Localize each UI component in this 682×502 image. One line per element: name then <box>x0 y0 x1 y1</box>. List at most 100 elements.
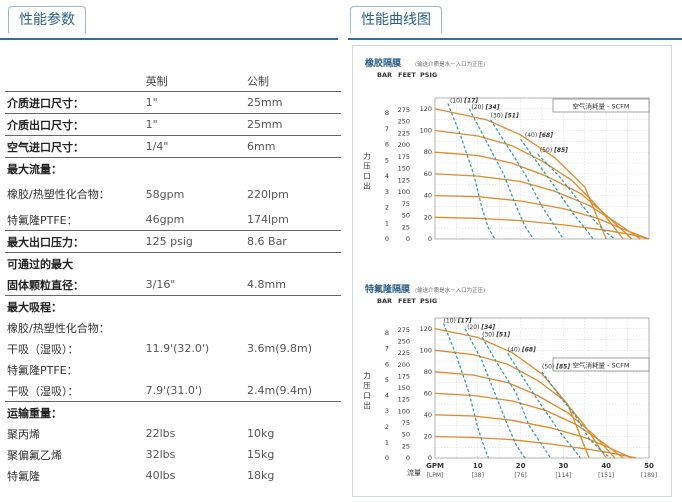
ptfe-air-label-nm3: [68] <box>521 346 536 353</box>
spec-label: 特氟隆PTFE： <box>5 209 144 231</box>
ptfe-bar-tick: 7 <box>385 345 389 353</box>
rubber-psig-tick: 40 <box>424 192 432 200</box>
spec-imperial-value <box>144 296 245 318</box>
spec-table: 英制 公制 介质进口尺寸： 1" 25mm 介质出口尺寸： 1" 25mm 空气进口尺寸： 1/4… <box>5 70 341 486</box>
spec-imperial-value: 32lbs <box>145 448 176 461</box>
spec-metric-value <box>245 253 341 275</box>
ptfe-feet-tick: 100 <box>398 407 410 415</box>
ptfe-ylabel-char: 口 <box>363 391 371 400</box>
rubber-bar-tick: 6 <box>385 141 389 149</box>
rubber-bar-tick: 5 <box>385 156 389 164</box>
ptfe-ylabel-char: 力 <box>363 370 371 380</box>
ptfe-air-label: (30) [51] <box>482 331 510 338</box>
ptfe-lpm-tick: [151] <box>598 472 614 479</box>
ptfe-feet-tick: 150 <box>398 384 410 392</box>
ptfe-ylabel-char: 出 <box>363 400 371 410</box>
right-tabbar: 性能曲线图 <box>348 6 682 40</box>
ptfe-pressure-curve <box>434 392 624 459</box>
ptfe-psig-tick: 40 <box>424 411 432 419</box>
ptfe-gpm-tick: 40 <box>601 462 611 470</box>
spec-label: 介质进口尺寸： <box>5 91 144 114</box>
spec-metric-value <box>245 317 341 338</box>
spec-header-row: 英制 公制 <box>5 70 341 92</box>
tab-performance-params[interactable]: 性能参数 <box>8 6 86 37</box>
ptfe-ylabel-char: 压 <box>363 381 371 390</box>
spec-label: 特氟隆PTFE： <box>7 363 78 377</box>
ptfe-gpm-tick: 20 <box>516 462 526 470</box>
rubber-ylabel-char: 压 <box>363 162 371 171</box>
rubber-feet-tick: 150 <box>398 165 410 173</box>
ptfe-feet-tick: 75 <box>402 419 410 427</box>
tab-performance-curves-label: 性能曲线图 <box>361 12 431 28</box>
ptfe-air-label: (20) [34] <box>467 324 495 331</box>
spec-row: 最大出口压力： 125 psig 8.6 Bar <box>5 230 341 253</box>
ptfe-air-label: (50) [85] <box>542 364 570 371</box>
spec-label: 最大流量： <box>7 162 62 176</box>
ptfe-air-label-scfm: (40) <box>508 346 522 353</box>
spec-metric-value: 25mm <box>245 113 341 136</box>
spec-metric-value <box>245 402 341 424</box>
spec-row: 空气进口尺寸： 1/4" 6mm <box>5 135 341 158</box>
ptfe-feet-tick: 175 <box>398 372 410 380</box>
ptfe-air-curve <box>541 371 611 459</box>
rubber-plot-frame <box>434 97 650 240</box>
spec-imperial-value <box>144 317 245 338</box>
ptfe-legend-text: 空气消耗量 - SCFM <box>573 361 630 370</box>
spec-header-cell: 英制 <box>143 70 246 92</box>
rubber-psig-tick: 60 <box>424 170 432 178</box>
rubber-air-label: (50) [85] <box>540 147 568 154</box>
spec-header-cell: 公制 <box>245 70 341 92</box>
ptfe-feet-tick: 25 <box>402 442 410 450</box>
spec-header-cell <box>5 70 144 92</box>
spec-row: 特氟隆PTFE： 46gpm 174lpm <box>5 209 341 231</box>
rubber-pressure-curve <box>434 108 607 240</box>
spec-imperial-value <box>144 402 245 424</box>
spec-label: 固体颗粒直径： <box>5 274 144 296</box>
spec-label: 干吸（湿吸）： <box>5 380 144 402</box>
ptfe-lpm-tick: [LPM] <box>427 472 444 479</box>
tab-performance-params-label: 性能参数 <box>19 12 75 28</box>
spec-label: 聚丙烯 <box>7 427 40 441</box>
rubber-ylabel-char: 出 <box>363 181 371 191</box>
ptfe-bar-tick: 8 <box>385 329 389 337</box>
ptfe-gpm-tick: GPM <box>426 462 444 470</box>
spec-imperial-value: 11.9'(32.0') <box>145 342 210 355</box>
spec-imperial-value: 7.9'(31.0') <box>143 380 246 402</box>
rubber-legend-box <box>552 98 650 113</box>
rubber-bar-tick: 3 <box>385 188 389 196</box>
rubber-air-label: (40) [68] <box>525 132 553 139</box>
spec-imperial-value <box>144 158 245 180</box>
ptfe-bar-tick: 4 <box>385 392 389 400</box>
rubber-air-label-scfm: (50) <box>540 147 554 154</box>
rubber-air-label-nm3: [51] <box>504 113 519 120</box>
rubber-air-label-nm3: [68] <box>538 132 553 139</box>
ptfe-plot-frame <box>434 317 650 459</box>
rubber-air-label: (20) [34] <box>471 104 499 111</box>
tab-performance-curves[interactable]: 性能曲线图 <box>350 6 442 37</box>
spec-metric-value: 18kg <box>247 469 275 482</box>
ptfe-bar-tick: 3 <box>385 407 389 415</box>
ptfe-air-curve <box>507 353 581 459</box>
ptfe-air-label-nm3: [34] <box>480 324 495 331</box>
spec-row: 干吸（湿吸）： 11.9'(32.0') 3.6m(9.8m) <box>5 338 341 359</box>
spec-metric-value: 3.6m(9.8m) <box>247 342 313 355</box>
ptfe-feet-tick: 275 <box>398 326 410 334</box>
spec-metric-value <box>245 296 341 318</box>
rubber-bar-tick: 1 <box>385 219 389 227</box>
ptfe-psig-tick: 0 <box>428 454 432 462</box>
spec-row: 最大流量： <box>5 158 341 180</box>
rubber-feet-tick: 125 <box>398 176 410 184</box>
ptfe-unit-psig: PSIG <box>420 297 437 305</box>
rubber-pressure-curve <box>434 194 650 240</box>
rubber-feet-tick: 25 <box>402 223 410 231</box>
rubber-chart-title: 橡胶隔膜 <box>365 57 402 69</box>
spec-imperial-value: 3/16" <box>143 274 246 296</box>
spec-label: 运输重量： <box>7 406 62 420</box>
spec-metric-value: 220lpm <box>247 187 289 201</box>
ptfe-lpm-tick: [38] <box>472 472 484 479</box>
spec-imperial-value: 58gpm <box>145 187 185 201</box>
ptfe-bar-tick: 1 <box>385 438 389 446</box>
spec-row: 橡胶/热塑性化合物： 58gpm 220lpm <box>5 179 341 209</box>
rubber-air-curve <box>447 103 496 240</box>
rubber-unit-bar: BAR <box>377 71 392 79</box>
